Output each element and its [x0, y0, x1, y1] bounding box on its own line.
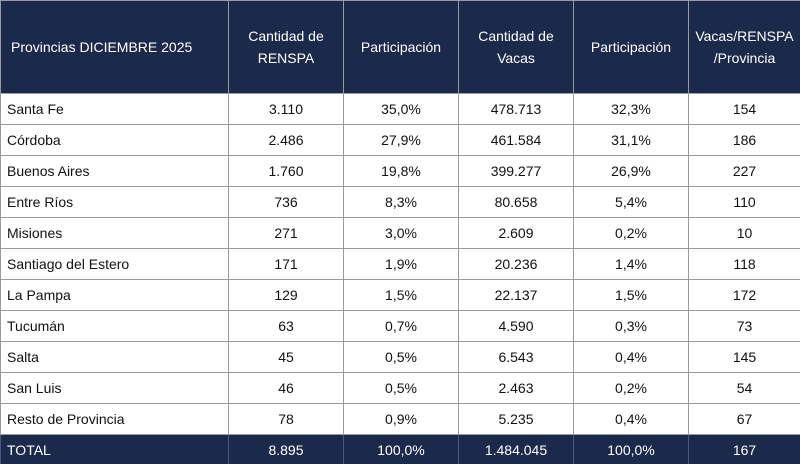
table-cell: 0,3% [573, 310, 689, 342]
table-cell: 46 [228, 372, 344, 404]
table-cell: 271 [228, 217, 344, 249]
table-cell: 31,1% [573, 124, 689, 156]
table-cell: 2.609 [458, 217, 574, 249]
table-cell: 32,3% [573, 93, 689, 125]
total-row: TOTAL 8.895 100,0% 1.484.045 100,0% 167 [0, 434, 800, 464]
table-cell: 78 [228, 403, 344, 435]
table-cell: 54 [688, 372, 800, 404]
table-cell: Entre Ríos [0, 186, 229, 218]
table-cell: 10 [688, 217, 800, 249]
total-cell: 1.484.045 [458, 434, 574, 464]
table-cell: 80.658 [458, 186, 574, 218]
table-cell: 0,7% [343, 310, 459, 342]
table-cell: 129 [228, 279, 344, 311]
table-cell: 73 [688, 310, 800, 342]
total-cell: 100,0% [573, 434, 689, 464]
table-cell: 0,2% [573, 217, 689, 249]
table-cell: 2.463 [458, 372, 574, 404]
table-cell: Santiago del Estero [0, 248, 229, 280]
table-cell: 1.760 [228, 155, 344, 187]
table-cell: 145 [688, 341, 800, 373]
table-cell: San Luis [0, 372, 229, 404]
table-cell: 0,4% [573, 341, 689, 373]
header-row: Provincias DICIEMBRE 2025 Cantidad de REN… [0, 0, 800, 94]
table-cell: 227 [688, 155, 800, 187]
total-cell: TOTAL [0, 434, 229, 464]
table-header: Provincias DICIEMBRE 2025 Cantidad de REN… [0, 0, 800, 94]
total-cell: 100,0% [343, 434, 459, 464]
table-cell: 22.137 [458, 279, 574, 311]
table-cell: 0,5% [343, 372, 459, 404]
table-cell: Resto de Provincia [0, 403, 229, 435]
table-cell: 399.277 [458, 155, 574, 187]
header-cell: Provincias DICIEMBRE 2025 [0, 0, 229, 94]
table-row: Entre Ríos 736 8,3% 80.658 5,4% 110 [0, 186, 800, 218]
total-cell: 8.895 [228, 434, 344, 464]
table-cell: 1,4% [573, 248, 689, 280]
table-cell: 1,5% [573, 279, 689, 311]
table-cell: 461.584 [458, 124, 574, 156]
table-row: Tucumán 63 0,7% 4.590 0,3% 73 [0, 310, 800, 342]
table-cell: 3.110 [228, 93, 344, 125]
table-cell: Misiones [0, 217, 229, 249]
table-cell: 0,9% [343, 403, 459, 435]
table-cell: 110 [688, 186, 800, 218]
table-cell: 736 [228, 186, 344, 218]
table-cell: 1,9% [343, 248, 459, 280]
header-cell: Participación [573, 0, 689, 94]
table-cell: 20.236 [458, 248, 574, 280]
table-cell: Córdoba [0, 124, 229, 156]
table-cell: 6.543 [458, 341, 574, 373]
table-row: Salta 45 0,5% 6.543 0,4% 145 [0, 341, 800, 373]
table-cell: 19,8% [343, 155, 459, 187]
table-cell: 8,3% [343, 186, 459, 218]
header-cell: Vacas/RENSPA /Provincia [688, 0, 800, 94]
table-row: Córdoba 2.486 27,9% 461.584 31,1% 186 [0, 124, 800, 156]
table-row: Misiones 271 3,0% 2.609 0,2% 10 [0, 217, 800, 249]
table-cell: Tucumán [0, 310, 229, 342]
table-cell: 2.486 [228, 124, 344, 156]
table-cell: 171 [228, 248, 344, 280]
header-cell: Participación [343, 0, 459, 94]
table-cell: 4.590 [458, 310, 574, 342]
table-cell: 5,4% [573, 186, 689, 218]
table-cell: 3,0% [343, 217, 459, 249]
total-cell: 167 [688, 434, 800, 464]
table-cell: 172 [688, 279, 800, 311]
header-cell: Cantidad de Vacas [458, 0, 574, 94]
table-cell: 26,9% [573, 155, 689, 187]
table-row: La Pampa 129 1,5% 22.137 1,5% 172 [0, 279, 800, 311]
table-cell: 27,9% [343, 124, 459, 156]
table-row: Resto de Provincia 78 0,9% 5.235 0,4% 67 [0, 403, 800, 435]
table-cell: 45 [228, 341, 344, 373]
table-row: Santa Fe 3.110 35,0% 478.713 32,3% 154 [0, 93, 800, 125]
table-cell: 154 [688, 93, 800, 125]
table-row: Santiago del Estero 171 1,9% 20.236 1,4% 118 [0, 248, 800, 280]
table-cell: 5.235 [458, 403, 574, 435]
table-cell: 67 [688, 403, 800, 435]
table-cell: 478.713 [458, 93, 574, 125]
table-row: San Luis 46 0,5% 2.463 0,2% 54 [0, 372, 800, 404]
table-body: Santa Fe 3.110 35,0% 478.713 32,3% 154 Córdoba… [0, 93, 800, 464]
table-cell: 1,5% [343, 279, 459, 311]
table-cell: 63 [228, 310, 344, 342]
table-cell: 35,0% [343, 93, 459, 125]
table-cell: Salta [0, 341, 229, 373]
table-cell: Santa Fe [0, 93, 229, 125]
table-cell: La Pampa [0, 279, 229, 311]
table-cell: Buenos Aires [0, 155, 229, 187]
table-cell: 186 [688, 124, 800, 156]
table-row: Buenos Aires 1.760 19,8% 399.277 26,9% 227 [0, 155, 800, 187]
table-cell: 118 [688, 248, 800, 280]
table-cell: 0,5% [343, 341, 459, 373]
table-cell: 0,4% [573, 403, 689, 435]
header-cell: Cantidad de RENSPA [228, 0, 344, 94]
table-cell: 0,2% [573, 372, 689, 404]
